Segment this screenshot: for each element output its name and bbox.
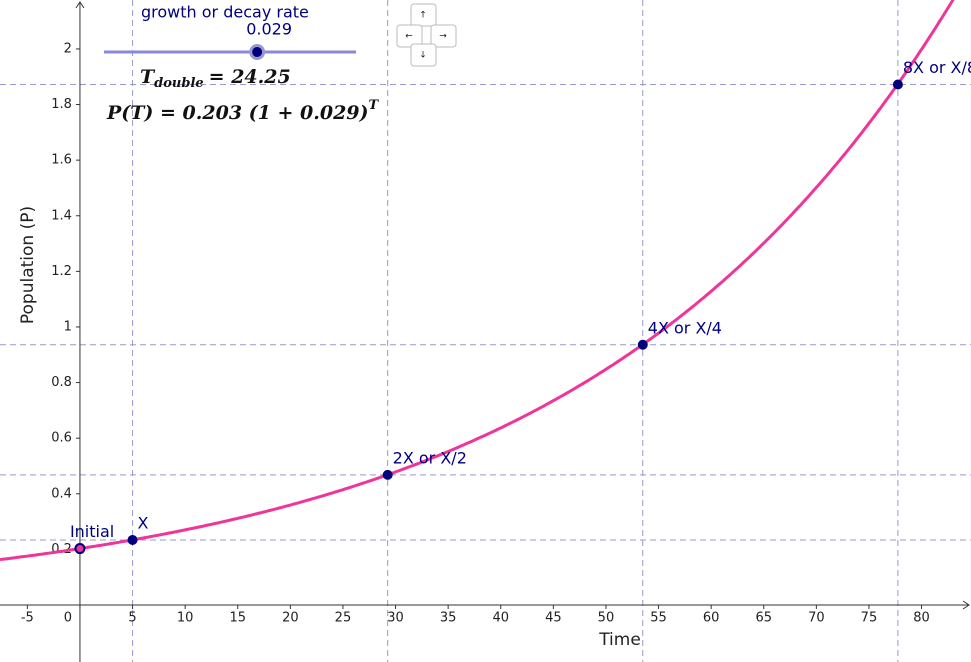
doubling-part: T	[140, 66, 156, 88]
arrow-keys[interactable]: ↑ ← → ↓	[396, 3, 457, 67]
y-tick-label: 1	[64, 319, 72, 334]
x-tick-label: 20	[282, 611, 299, 626]
key-label: →	[439, 32, 447, 42]
point	[127, 534, 138, 545]
x-tick-label: 65	[755, 611, 772, 626]
y-axis-arrow	[75, 1, 85, 9]
doubling-time: Tdouble = 24.25	[140, 66, 291, 91]
point	[382, 469, 393, 480]
x-tick-label: 35	[440, 611, 457, 626]
x-tick-label: 75	[861, 611, 878, 626]
x-tick-label: 25	[335, 611, 352, 626]
x-tick-label: 45	[545, 611, 562, 626]
x-tick-label: 10	[177, 611, 194, 626]
point-label: X	[138, 513, 149, 532]
x-tick-label: 40	[492, 611, 509, 626]
key-label: ↑	[419, 11, 427, 21]
y-axis-label: Population (P)	[18, 206, 38, 324]
point-label: 8X or X/8	[903, 58, 971, 77]
key-label: ↓	[419, 51, 427, 61]
key-right[interactable]	[430, 24, 457, 48]
y-tick-label: 1.8	[51, 97, 72, 112]
y-tick-label: 1.6	[51, 153, 72, 168]
y-tick-label: 1.4	[51, 208, 72, 223]
x-tick-label: 80	[913, 611, 930, 626]
y-tick-label: 0.4	[51, 486, 72, 501]
x-axis-arrow	[962, 600, 970, 610]
formula-part: T	[369, 98, 380, 113]
x-tick-label: 70	[808, 611, 825, 626]
point-label: Initial	[70, 522, 114, 541]
formula: P(T) = 0.203 (1 + 0.029)T	[106, 98, 380, 125]
point	[637, 339, 648, 350]
function-curve	[0, 0, 955, 562]
key-down[interactable]	[410, 43, 437, 67]
slider-knob[interactable]	[252, 47, 263, 57]
point	[892, 79, 903, 90]
point	[74, 543, 86, 555]
x-tick-label: -5	[21, 611, 34, 626]
y-tick-label: 0.8	[51, 375, 72, 390]
x-tick-label: 50	[598, 611, 615, 626]
key-label: ←	[405, 32, 413, 42]
doubling-part: double	[154, 76, 204, 91]
x-tick-label: 30	[387, 611, 404, 626]
formula-part: P(T) = 0.203 (1 + 0.029)	[106, 102, 369, 124]
slider-label: growth or decay rate	[141, 3, 309, 22]
x-tick-label: 15	[229, 611, 246, 626]
x-axis-label: Time	[598, 630, 641, 650]
point-label: 2X or X/2	[393, 448, 467, 467]
point-label: 4X or X/4	[648, 318, 722, 337]
slider-value: 0.029	[246, 20, 292, 39]
y-tick-label: 2	[64, 41, 72, 56]
y-tick-label: 1.2	[51, 264, 72, 279]
x-tick-label: 5	[128, 611, 136, 626]
x-tick-label: 0	[64, 611, 72, 626]
y-tick-label: 0.6	[51, 431, 72, 446]
key-up[interactable]	[410, 3, 437, 27]
key-left[interactable]	[396, 24, 423, 48]
x-tick-label: 55	[650, 611, 667, 626]
x-tick-label: 60	[703, 611, 720, 626]
doubling-part: = 24.25	[209, 66, 291, 88]
